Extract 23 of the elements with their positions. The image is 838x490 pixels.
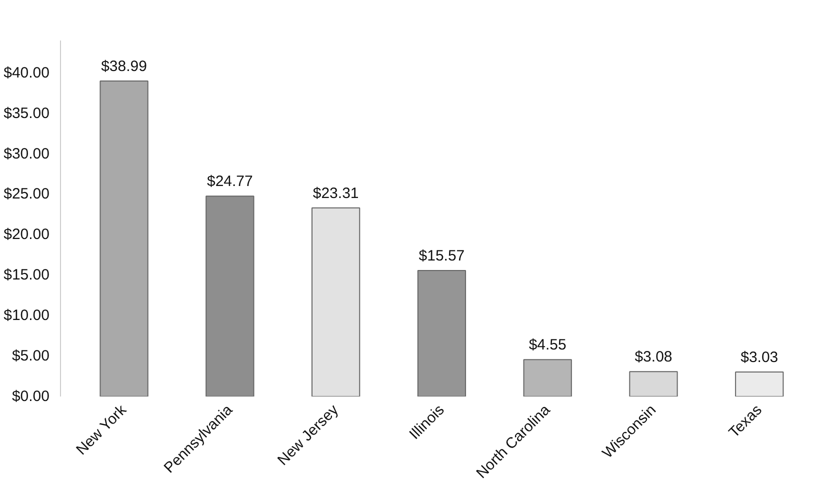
bar: [311, 207, 360, 396]
bar: [100, 80, 148, 396]
data-label: $23.31: [312, 184, 359, 202]
data-label: $24.77: [206, 173, 253, 190]
y-tick-label: $25.00: [4, 186, 50, 203]
y-tick-label: $40.00: [4, 64, 50, 82]
data-label: $4.55: [528, 336, 566, 354]
bar: [417, 270, 466, 396]
y-tick-label: $20.00: [4, 226, 50, 244]
bar: [735, 371, 784, 396]
y-tick-label: $0.00: [12, 388, 50, 405]
y-tick-label: $15.00: [4, 266, 50, 284]
data-label: $3.08: [634, 348, 672, 366]
data-label: $15.57: [418, 248, 465, 265]
bar: [523, 359, 572, 396]
bar: [206, 196, 254, 396]
y-tick-label: $5.00: [12, 348, 50, 365]
y-tick-label: $30.00: [4, 145, 50, 162]
data-label: $3.03: [740, 348, 778, 366]
y-tick-label: $35.00: [4, 104, 50, 122]
bar: [629, 371, 678, 396]
data-label: $38.99: [101, 58, 147, 76]
y-tick-label: $10.00: [4, 307, 50, 324]
